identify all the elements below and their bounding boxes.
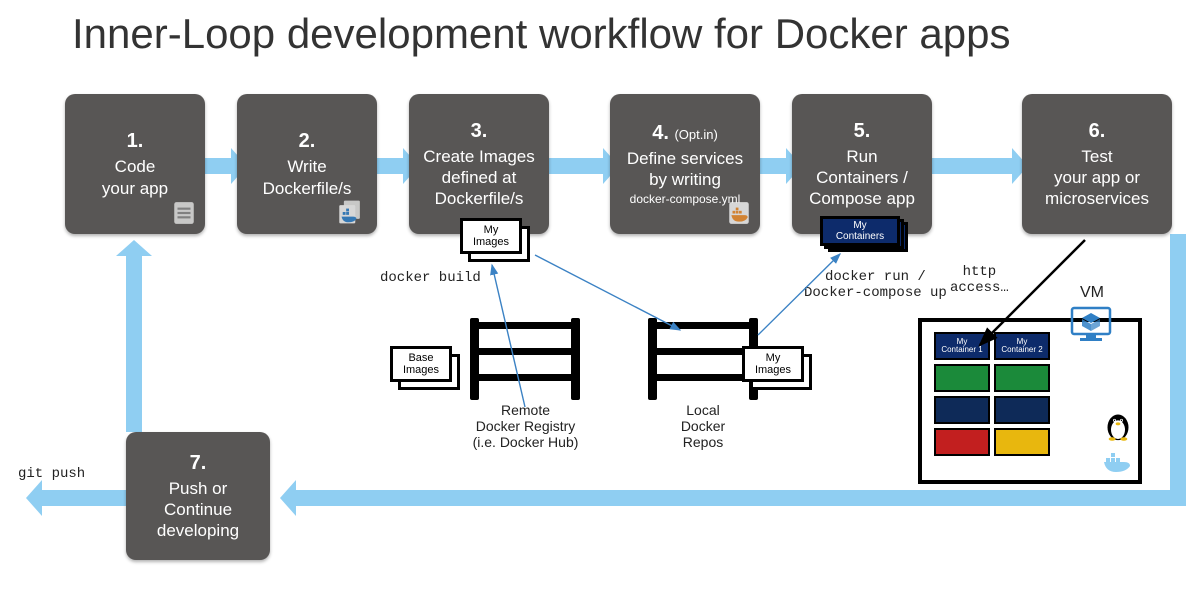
step-s3: 3.Create Images defined at Dockerfile/s	[409, 94, 549, 234]
flow-arrow-2-3	[377, 158, 403, 174]
step-number: 3.	[415, 119, 543, 144]
step-number: 1.	[71, 129, 199, 154]
vm-container-cell	[994, 396, 1050, 424]
vm-container-cell	[994, 428, 1050, 456]
flow-arrow-5-6	[932, 158, 1012, 174]
step-label: Define services by writing	[616, 148, 754, 191]
label-docker-build: docker build	[380, 270, 481, 286]
step-number: 7.	[132, 451, 264, 476]
label-vm: VM	[1080, 284, 1104, 302]
stack-label: Base Images	[403, 352, 439, 376]
stack-label: My Containers	[836, 220, 884, 242]
penguin-icon	[1104, 408, 1132, 442]
flow-arrow-up-7-1	[126, 256, 142, 258]
page-title: Inner-Loop development workflow for Dock…	[72, 10, 1010, 58]
step-label: Create Images defined at Dockerfile/s	[415, 146, 543, 210]
flow-line-down-6	[1170, 234, 1186, 506]
flow-arrow-1-2	[205, 158, 231, 174]
vm-container-cell	[934, 428, 990, 456]
flow-arrow-loop-left	[296, 490, 1186, 506]
step-label: Push or Continue developing	[132, 478, 264, 542]
step-s7: 7.Push or Continue developing	[126, 432, 270, 560]
step-number: 6.	[1028, 119, 1166, 144]
shelf-remote-registry	[470, 318, 580, 400]
label-http-access: http access…	[950, 264, 1009, 296]
label-docker-run: docker run / Docker-compose up	[804, 269, 947, 301]
compose-file-icon	[726, 200, 752, 226]
step-s5: 5.Run Containers / Compose app	[792, 94, 932, 234]
caption-local-repos: Local Docker Repos	[648, 402, 758, 450]
vm-container-cell: MyContainer 2	[994, 332, 1050, 360]
vm-container-cell	[994, 364, 1050, 392]
label-git-push: git push	[18, 466, 85, 482]
step-s6: 6.Test your app or microservices	[1022, 94, 1172, 234]
vm-container-cell: MyContainer 1	[934, 332, 990, 360]
vm-container-cell	[934, 396, 990, 424]
vm-container-cell	[934, 364, 990, 392]
docker-whale-icon	[1102, 450, 1134, 474]
step-number: 2.	[243, 129, 371, 154]
flow-arrow-3-4	[549, 158, 603, 174]
step-s1: 1.Code your app	[65, 94, 205, 234]
step-label: Code your app	[71, 156, 199, 199]
step-label: Write Dockerfile/s	[243, 156, 371, 199]
document-icon	[171, 200, 197, 226]
stack-label: My Images	[473, 224, 509, 248]
dockerfile-icon	[337, 198, 369, 226]
step-number: 5.	[798, 119, 926, 144]
step-label: Run Containers / Compose app	[798, 146, 926, 210]
stack-label: My Images	[755, 352, 791, 376]
flow-line-up-7-1	[126, 258, 142, 432]
step-s2: 2.Write Dockerfile/s	[237, 94, 377, 234]
step-label: Test your app or microservices	[1028, 146, 1166, 210]
monitor-icon	[1070, 306, 1112, 344]
flow-arrow-4-5	[760, 158, 786, 174]
step-s4: 4. (Opt.in)Define services by writingdoc…	[610, 94, 760, 234]
flow-arrow-git-push	[42, 490, 126, 506]
step-number: 4. (Opt.in)	[616, 121, 754, 146]
caption-remote-registry: Remote Docker Registry (i.e. Docker Hub)	[438, 402, 613, 450]
